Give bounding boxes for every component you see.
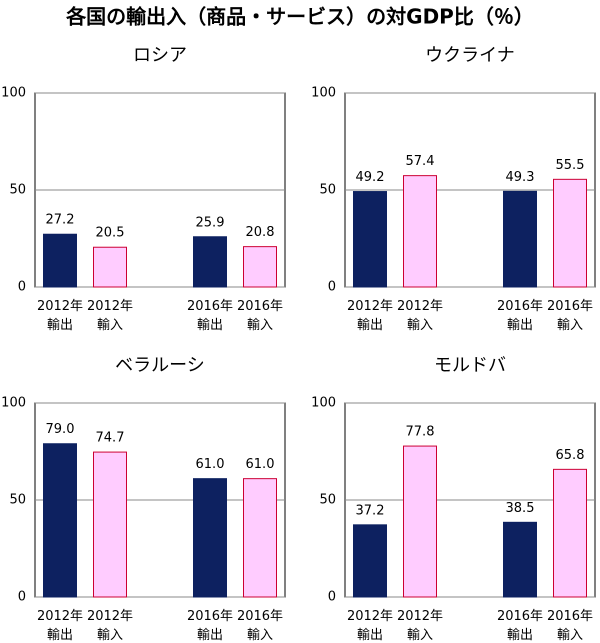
bar [243, 246, 277, 288]
x-tick-label: 2012年輸出 [347, 299, 393, 333]
y-tick-label: 50 [9, 493, 26, 508]
bar [553, 468, 587, 598]
x-tick-label: 2016年輸入 [547, 299, 593, 333]
y-tick-label: 50 [319, 183, 336, 198]
value-label: 37.2 [356, 503, 385, 518]
value-label: 20.5 [96, 226, 125, 241]
panel-title: ウクライナ [425, 45, 515, 66]
value-label: 55.5 [556, 158, 585, 173]
x-tick-label: 2016年輸出 [497, 299, 543, 333]
chart-title: 各国の輸出入（商品・サービス）の対GDP比（％） [65, 5, 534, 29]
y-tick-label: 0 [18, 590, 26, 605]
x-tick-label: 2016年輸入 [547, 609, 593, 643]
bar [403, 175, 437, 288]
value-label: 77.8 [406, 425, 435, 440]
y-tick-label: 0 [18, 280, 26, 295]
x-tick-label: 2012年輸入 [87, 299, 133, 333]
x-tick-label: 2016年輸出 [497, 609, 543, 643]
x-tick-label: 2016年輸出 [187, 609, 233, 643]
x-tick-label: 2012年輸出 [347, 609, 393, 643]
panel-title: ベラルーシ [115, 355, 205, 376]
bar [93, 246, 127, 288]
x-tick-label: 2012年輸入 [397, 609, 443, 643]
value-label: 57.4 [406, 154, 435, 169]
value-label: 61.0 [246, 457, 275, 472]
value-label: 20.8 [246, 225, 275, 240]
x-tick-label: 2016年輸入 [237, 299, 283, 333]
y-tick-label: 100 [311, 396, 336, 411]
panel-title: ロシア [133, 45, 187, 66]
x-tick-label: 2012年輸出 [37, 609, 83, 643]
value-label: 49.2 [356, 170, 385, 185]
value-label: 79.0 [46, 422, 75, 437]
bar [553, 178, 587, 288]
value-label: 65.8 [556, 448, 585, 463]
y-tick-label: 50 [319, 493, 336, 508]
x-tick-label: 2012年輸入 [397, 299, 443, 333]
bar [193, 236, 227, 288]
value-label: 27.2 [46, 213, 75, 228]
bar [403, 445, 437, 598]
y-tick-label: 100 [1, 86, 26, 101]
bar [43, 443, 77, 598]
y-tick-label: 100 [311, 86, 336, 101]
y-tick-label: 0 [328, 590, 336, 605]
x-tick-label: 2012年輸入 [87, 609, 133, 643]
bar [353, 191, 387, 288]
value-label: 49.3 [506, 170, 535, 185]
y-tick-label: 0 [328, 280, 336, 295]
bar [93, 451, 127, 598]
y-tick-label: 100 [1, 396, 26, 411]
panel-title: モルドバ [434, 355, 506, 376]
value-label: 74.7 [96, 431, 125, 446]
bar [353, 524, 387, 598]
value-label: 61.0 [196, 457, 225, 472]
x-tick-label: 2016年輸入 [237, 609, 283, 643]
y-tick-label: 50 [9, 183, 26, 198]
bar [503, 190, 537, 288]
value-label: 38.5 [506, 501, 535, 516]
bar [503, 521, 537, 598]
value-label: 25.9 [196, 215, 225, 230]
bar [193, 478, 227, 598]
bar [43, 233, 77, 288]
x-tick-label: 2012年輸出 [37, 299, 83, 333]
bar [243, 478, 277, 598]
x-tick-label: 2016年輸出 [187, 299, 233, 333]
